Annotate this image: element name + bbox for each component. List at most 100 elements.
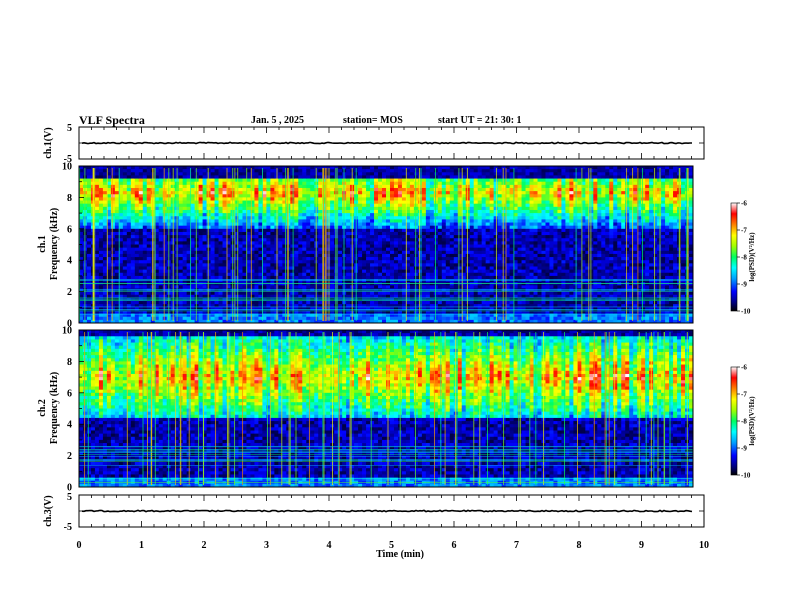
spectrogram-cell <box>178 187 184 192</box>
spectrogram-cell <box>142 194 148 198</box>
spectrogram-cell <box>310 178 315 183</box>
spectrogram-cell <box>110 181 116 186</box>
spectrogram-cell <box>397 209 403 214</box>
spectrogram-cell <box>290 169 295 173</box>
spectrogram-cell <box>445 191 451 195</box>
spectrogram-cell <box>126 191 132 195</box>
spectrogram-cell <box>150 225 156 230</box>
spectrogram-cell <box>338 266 343 271</box>
spectrogram-cell <box>94 313 100 318</box>
spectrogram-cell <box>358 216 363 220</box>
spectrogram-cell <box>186 257 192 261</box>
spectrogram-cell <box>441 219 447 223</box>
spectrogram-cell <box>79 285 84 289</box>
spectrogram-cell <box>382 263 387 267</box>
spectrogram-cell <box>370 228 375 233</box>
spectrogram-cell <box>310 266 315 271</box>
spectrogram-cell <box>397 216 403 220</box>
spectrogram-cell <box>186 285 192 289</box>
spectrogram-cell <box>386 216 391 220</box>
spectrogram-cell <box>214 260 219 264</box>
spectrogram-cell <box>162 169 168 173</box>
spectrogram-cell <box>106 313 112 318</box>
spectrogram-cell <box>465 175 471 179</box>
spectrogram-cell <box>86 172 92 176</box>
spectrogram-cell <box>465 263 471 267</box>
spectrogram-cell <box>465 219 471 223</box>
spectrogram-cell <box>222 219 227 223</box>
spectrogram-cell <box>258 275 263 280</box>
spectrogram-cell <box>266 172 271 176</box>
spectrogram-cell <box>461 203 467 208</box>
spectrogram-cell <box>310 269 315 274</box>
spectrogram-cell <box>266 187 271 192</box>
spectrogram-cell <box>366 266 371 271</box>
spectrogram-cell <box>194 272 200 277</box>
spectrogram-cell <box>318 187 323 192</box>
spectrogram-cell <box>282 313 287 318</box>
spectrogram-cell <box>433 197 439 201</box>
spectrogram-cell <box>194 269 200 274</box>
spectrogram-cell <box>362 257 367 261</box>
spectrogram-cell <box>405 263 411 267</box>
ch1-waveform-panel: 5 -5 ch.1(V) <box>43 123 705 165</box>
spectrogram-cell <box>302 166 307 170</box>
spectrogram-cell <box>190 203 196 208</box>
spectrogram-cell <box>250 297 255 302</box>
spectrogram-cell <box>457 169 463 173</box>
spectrogram-cell <box>397 263 403 267</box>
spectrogram-cell <box>122 184 128 189</box>
spectrogram-cell <box>346 266 351 271</box>
spectrogram-cell <box>362 172 367 176</box>
spectrogram-cell <box>330 166 335 170</box>
spectrogram-cell <box>194 194 200 198</box>
spectrogram-cell <box>374 172 379 176</box>
spectrogram-cell <box>86 282 92 286</box>
spectrogram-cell <box>338 216 343 220</box>
spectrogram-cell <box>386 235 391 239</box>
spectrogram-cell <box>282 209 287 214</box>
spectrogram-cell <box>290 263 295 267</box>
spectrogram-cell <box>298 288 303 292</box>
spectrogram-cell <box>142 282 148 286</box>
spectrogram-cell <box>358 203 363 208</box>
spectrogram-cell <box>106 244 112 249</box>
spectrogram-cell <box>270 187 275 192</box>
spectrogram-cell <box>94 285 100 289</box>
spectrogram-cell <box>190 213 196 217</box>
spectrogram-cell <box>437 213 443 217</box>
spectrogram-cell <box>386 187 391 192</box>
spectrogram-cell <box>425 269 431 274</box>
spectrogram-cell <box>306 250 311 255</box>
spectrogram-cell <box>106 291 112 296</box>
spectrogram-cell <box>441 304 447 308</box>
spectrogram-cell <box>214 241 219 245</box>
spectrogram-cell <box>270 209 275 214</box>
spectrogram-cell <box>330 213 335 217</box>
spectrogram-cell <box>162 260 168 264</box>
spectrogram-cell <box>86 238 92 242</box>
spectrogram-cell <box>118 209 124 214</box>
spectrogram-cell <box>338 184 343 189</box>
spectrogram-cell <box>102 194 108 198</box>
spectrogram-cell <box>218 307 223 311</box>
spectrogram-cell <box>254 238 259 242</box>
spectrogram-cell <box>338 260 343 264</box>
spectrogram-cell <box>102 187 108 192</box>
ch1-waveform-ylabel: ch.1(V) <box>43 127 54 158</box>
spectrogram-cell <box>437 263 443 267</box>
spectrogram-cell <box>194 291 200 296</box>
spectrogram-cell <box>389 307 395 311</box>
spectrogram-cell <box>162 301 168 305</box>
spectrogram-cell <box>382 191 387 195</box>
spectrogram-cell <box>118 238 124 242</box>
spectrogram-cell <box>110 209 116 214</box>
spectrogram-cell <box>282 219 287 223</box>
spectrogram-cell <box>389 222 395 227</box>
spectrogram-cell <box>238 319 243 324</box>
spectrogram-cell <box>138 247 144 252</box>
spectrogram-cell <box>98 213 104 217</box>
spectrogram-cell <box>294 206 299 211</box>
spectrogram-cell <box>122 238 128 242</box>
spectrogram-cell <box>393 301 399 305</box>
